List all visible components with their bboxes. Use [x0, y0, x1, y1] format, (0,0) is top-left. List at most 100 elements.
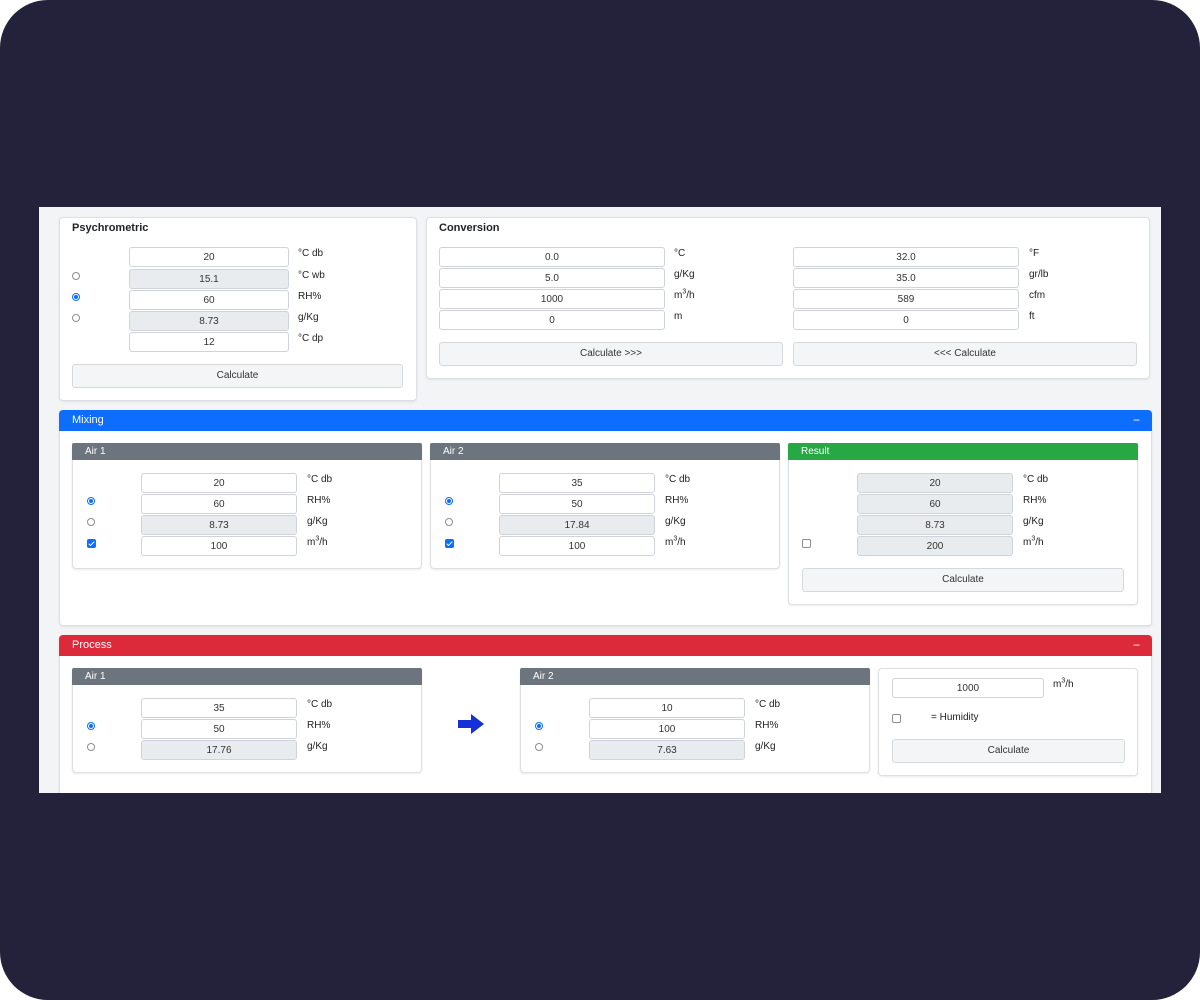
conv-m3h-input[interactable] — [439, 289, 665, 309]
psychro-wb-input[interactable] — [129, 269, 289, 289]
proc-air1-rh-input[interactable] — [141, 719, 297, 739]
conversion-card: Conversion °C g/Kg m3/h m °F gr/lb cfm f… — [426, 217, 1150, 379]
process-air2-header: Air 2 — [520, 668, 870, 685]
proc-air2-gkg-input[interactable] — [589, 740, 745, 760]
mixing-panel: Mixing − Air 1 °C db RH% g/Kg m3/h Air 2… — [59, 410, 1152, 626]
psychro-rh-input[interactable] — [129, 290, 289, 310]
arrow-right-icon — [458, 714, 484, 734]
mix-air2-rh-radio[interactable] — [445, 497, 453, 505]
proc-air1-gkg-radio[interactable] — [87, 743, 95, 751]
mixing-air2-card: Air 2 °C db RH% g/Kg m3/h — [430, 443, 780, 569]
mixing-air1-card: Air 1 °C db RH% g/Kg m3/h — [72, 443, 422, 569]
mix-air1-gkg-input[interactable] — [141, 515, 297, 535]
mixing-air2-header: Air 2 — [430, 443, 780, 460]
psychro-dp-input[interactable] — [129, 332, 289, 352]
conv-m-input[interactable] — [439, 310, 665, 330]
mixing-header[interactable]: Mixing − — [59, 410, 1152, 431]
process-air1-header: Air 1 — [72, 668, 422, 685]
psychro-gkg-radio[interactable] — [72, 314, 80, 322]
proc-air2-db-unit: °C db — [755, 699, 781, 710]
proc-air2-rh-input[interactable] — [589, 719, 745, 739]
process-panel: Process − Air 1 °C db RH% g/Kg Air 2 °C … — [59, 635, 1152, 793]
proc-flow-unit: m3/h — [1053, 677, 1074, 690]
conv-c-unit: °C — [674, 248, 686, 259]
mixing-result-header: Result — [788, 443, 1138, 460]
mix-result-calculate-button[interactable]: Calculate — [802, 568, 1124, 592]
mix-air1-db-unit: °C db — [307, 474, 333, 485]
conv-c-input[interactable] — [439, 247, 665, 267]
mix-result-flow-input[interactable] — [857, 536, 1013, 556]
conv-f-input[interactable] — [793, 247, 1019, 267]
mixing-result-card: Result °C db RH% g/Kg m3/h Calculate — [788, 443, 1138, 605]
proc-humidity-checkbox[interactable] — [892, 714, 901, 723]
mix-result-flow-checkbox[interactable] — [802, 539, 811, 548]
proc-air1-rh-unit: RH% — [307, 720, 331, 731]
mix-air1-rh-radio[interactable] — [87, 497, 95, 505]
proc-air1-gkg-unit: g/Kg — [307, 741, 328, 752]
conv-grlb-input[interactable] — [793, 268, 1019, 288]
proc-air1-db-input[interactable] — [141, 698, 297, 718]
psychro-rh-unit: RH% — [298, 291, 322, 302]
mixing-air1-header: Air 1 — [72, 443, 422, 460]
psychro-gkg-unit: g/Kg — [298, 312, 319, 323]
conv-gkg-unit: g/Kg — [674, 269, 695, 280]
psychro-rh-radio[interactable] — [72, 293, 80, 301]
mixing-collapse-icon[interactable]: − — [1132, 413, 1140, 427]
proc-air1-rh-radio[interactable] — [87, 722, 95, 730]
proc-flow-input[interactable] — [892, 678, 1044, 698]
mix-air2-gkg-unit: g/Kg — [665, 516, 686, 527]
psychro-gkg-input[interactable] — [129, 311, 289, 331]
proc-air1-gkg-input[interactable] — [141, 740, 297, 760]
mix-air2-flow-checkbox[interactable] — [445, 539, 454, 548]
mix-air1-flow-checkbox[interactable] — [87, 539, 96, 548]
mix-air1-gkg-radio[interactable] — [87, 518, 95, 526]
mix-air1-flow-unit: m3/h — [307, 535, 328, 548]
mix-air2-flow-input[interactable] — [499, 536, 655, 556]
process-title: Process — [72, 639, 112, 651]
conv-ft-input[interactable] — [793, 310, 1019, 330]
proc-air2-rh-radio[interactable] — [535, 722, 543, 730]
mixing-title: Mixing — [72, 414, 104, 426]
conv-cfm-unit: cfm — [1029, 290, 1046, 301]
mix-air2-db-input[interactable] — [499, 473, 655, 493]
psychro-db-input[interactable] — [129, 247, 289, 267]
psychrometric-card: Psychrometric °C db °C wb RH% g/Kg °C dp… — [59, 217, 417, 401]
conv-f-unit: °F — [1029, 248, 1040, 259]
conv-m-unit: m — [674, 311, 683, 322]
proc-air2-gkg-radio[interactable] — [535, 743, 543, 751]
mix-result-gkg-input[interactable] — [857, 515, 1013, 535]
process-collapse-icon[interactable]: − — [1132, 638, 1140, 652]
psychro-wb-unit: °C wb — [298, 270, 325, 281]
conversion-title: Conversion — [439, 222, 500, 234]
process-header[interactable]: Process − — [59, 635, 1152, 656]
psychro-dp-unit: °C dp — [298, 333, 324, 344]
conv-calculate-forward-button[interactable]: Calculate >>> — [439, 342, 783, 366]
mix-air2-gkg-input[interactable] — [499, 515, 655, 535]
app-screen: Psychrometric °C db °C wb RH% g/Kg °C dp… — [39, 207, 1161, 793]
mix-air1-gkg-unit: g/Kg — [307, 516, 328, 527]
proc-air2-gkg-unit: g/Kg — [755, 741, 776, 752]
process-control-card: m3/h = Humidity Calculate — [878, 668, 1138, 776]
mix-air2-rh-unit: RH% — [665, 495, 689, 506]
mix-air2-rh-input[interactable] — [499, 494, 655, 514]
mix-result-db-input[interactable] — [857, 473, 1013, 493]
psychro-wb-radio[interactable] — [72, 272, 80, 280]
proc-calculate-button[interactable]: Calculate — [892, 739, 1125, 763]
conv-gkg-input[interactable] — [439, 268, 665, 288]
mix-air1-rh-input[interactable] — [141, 494, 297, 514]
mix-air1-db-input[interactable] — [141, 473, 297, 493]
mix-result-flow-unit: m3/h — [1023, 535, 1044, 548]
mix-air2-gkg-radio[interactable] — [445, 518, 453, 526]
conv-m3h-unit: m3/h — [674, 288, 695, 301]
mix-result-rh-input[interactable] — [857, 494, 1013, 514]
conv-cfm-input[interactable] — [793, 289, 1019, 309]
conv-calculate-back-button[interactable]: <<< Calculate — [793, 342, 1137, 366]
mix-air2-flow-unit: m3/h — [665, 535, 686, 548]
mix-air1-rh-unit: RH% — [307, 495, 331, 506]
psychro-calculate-button[interactable]: Calculate — [72, 364, 403, 388]
conv-ft-unit: ft — [1029, 311, 1035, 322]
conv-grlb-unit: gr/lb — [1029, 269, 1049, 280]
process-air2-card: Air 2 °C db RH% g/Kg — [520, 668, 870, 773]
proc-air2-db-input[interactable] — [589, 698, 745, 718]
mix-air1-flow-input[interactable] — [141, 536, 297, 556]
